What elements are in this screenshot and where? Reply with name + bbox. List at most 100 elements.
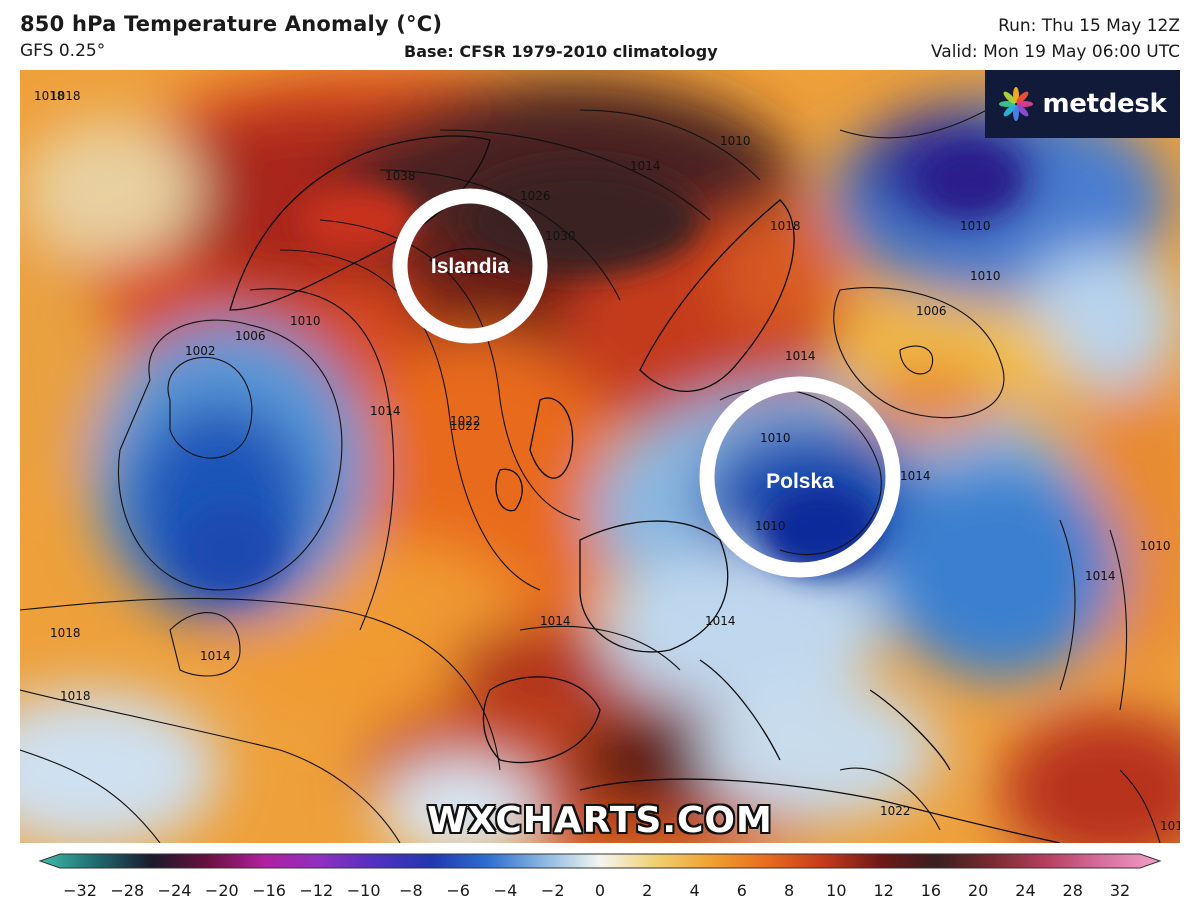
isobar-label: 1018 xyxy=(60,689,91,703)
colorbar-tick-label: −8 xyxy=(399,881,423,900)
metdesk-logo-text: metdesk xyxy=(1042,89,1167,119)
isobar-label: 1014 xyxy=(370,404,401,418)
isobar-label: 1010 xyxy=(1140,539,1171,553)
isobar-line xyxy=(1109,529,1128,711)
run-time-label: Run: Thu 15 May 12Z xyxy=(998,16,1180,36)
isobar-label: 1018 xyxy=(50,89,81,103)
colorbar-scale xyxy=(38,853,1162,869)
isobar-label: 1010 xyxy=(755,519,786,533)
isobar-label: 1026 xyxy=(520,189,551,203)
isobar-line xyxy=(20,597,501,771)
marker-polska: Polska xyxy=(699,376,901,578)
coastline xyxy=(699,659,781,761)
colorbar-tick-label: −28 xyxy=(110,881,144,900)
climatology-base-label: Base: CFSR 1979-2010 climatology xyxy=(404,42,718,61)
coastline xyxy=(639,199,795,392)
colorbar-tick-label: 2 xyxy=(642,881,652,900)
isobar-label: 1014 xyxy=(540,614,571,628)
isobar-line xyxy=(899,345,934,375)
isobar-label: 1010 xyxy=(970,269,1001,283)
isobar-label: 1006 xyxy=(916,304,947,318)
chart-header: 850 hPa Temperature Anomaly (°C) GFS 0.2… xyxy=(0,0,1200,70)
colorbar-tick-label: 16 xyxy=(921,881,941,900)
isobar-label: 1018 xyxy=(34,89,65,103)
colorbar-tick-label: 10 xyxy=(826,881,846,900)
isobar-line xyxy=(839,767,941,831)
isobar-label: 1002 xyxy=(185,344,216,358)
logo-petal xyxy=(1004,104,1017,117)
marker-islandia-ring xyxy=(392,188,548,344)
colorbar-tick-label: 6 xyxy=(737,881,747,900)
isobar-line xyxy=(20,689,401,843)
colorbar-tick-label: −10 xyxy=(347,881,381,900)
colorbar-tick-label: −6 xyxy=(446,881,470,900)
colorbar-tick-label: 0 xyxy=(595,881,605,900)
coastline xyxy=(579,778,1061,843)
isobar-line xyxy=(118,319,343,591)
isobar-label: 1014 xyxy=(705,614,736,628)
isobar-line xyxy=(1119,769,1161,843)
isobar-label: 1030 xyxy=(545,229,576,243)
marker-polska-ring xyxy=(699,376,901,578)
isobar-label: 1014 xyxy=(630,159,661,173)
isobar-line xyxy=(167,356,253,459)
coastline xyxy=(495,468,523,512)
isobar-label: 1038 xyxy=(385,169,416,183)
isobar-line xyxy=(579,109,761,181)
coastline xyxy=(579,520,729,653)
isobar-line xyxy=(279,249,541,591)
logo-petal xyxy=(1016,91,1029,104)
isobar-label: 1014 xyxy=(1085,569,1116,583)
coastline xyxy=(482,676,601,764)
colorbar-tick-label: −12 xyxy=(299,881,333,900)
isobar-label: 1018 xyxy=(770,219,801,233)
colorbar-tick-label: 28 xyxy=(1063,881,1083,900)
isobar-label: 1022 xyxy=(880,804,911,818)
coastline xyxy=(869,689,951,771)
chart-title: 850 hPa Temperature Anomaly (°C) xyxy=(20,12,443,36)
isobar-lines xyxy=(20,89,1161,843)
colorbar-tick-label: 24 xyxy=(1015,881,1035,900)
isobar-label: 1010 xyxy=(290,314,321,328)
colorbar-tick-label: 32 xyxy=(1110,881,1130,900)
metdesk-flower-icon xyxy=(999,87,1034,121)
isobar-line xyxy=(833,287,1005,419)
isobar-line xyxy=(249,288,395,631)
isobar-line xyxy=(169,612,241,677)
coastline xyxy=(529,397,574,479)
isobar-label: 1010 xyxy=(760,431,791,445)
isobar-label: 1022 xyxy=(450,419,481,433)
coastline xyxy=(229,135,491,311)
isobar-labels: 1018101810261030101410101038101810221018… xyxy=(34,89,1180,833)
isobar-label: 1006 xyxy=(235,329,266,343)
colorbar-tick-label: −2 xyxy=(541,881,565,900)
logo-petal xyxy=(1016,104,1029,117)
model-label: GFS 0.25° xyxy=(20,41,106,61)
colorbar: −32 −28 −24 −20 −16 −12 −10 −8 −6 −4 −2 0 2 4 6 8 10 12 16… xyxy=(0,850,1200,913)
colorbar-tick-label: 4 xyxy=(689,881,699,900)
isobar-line xyxy=(379,169,621,301)
colorbar-tick-label: 20 xyxy=(968,881,988,900)
coastline xyxy=(428,248,511,274)
isobar-label: 1018 xyxy=(50,626,81,640)
isobar-line xyxy=(20,749,161,843)
colorbar-tick-label: −16 xyxy=(252,881,286,900)
isobar-label: 1010 xyxy=(720,134,751,148)
colorbar-tick-label: −32 xyxy=(63,881,97,900)
coastlines xyxy=(229,135,1061,843)
isobar-label: 1010 xyxy=(1160,819,1180,833)
colorbar-tick-label: −20 xyxy=(205,881,239,900)
isobar-line xyxy=(439,129,711,221)
isobar-label: 1022 xyxy=(450,414,481,428)
marker-polska-label: Polska xyxy=(766,470,834,493)
marker-islandia-label: Islandia xyxy=(431,255,510,278)
wxcharts-watermark: WXCHARTS.COM xyxy=(427,800,773,841)
colorbar-tick-label: −4 xyxy=(494,881,518,900)
anomaly-map: Islandia Polska 1018 1018 1026 1030 1014 1010… xyxy=(20,70,1180,843)
valid-time-label: Valid: Mon 19 May 06:00 UTC xyxy=(930,42,1180,62)
marker-islandia: Islandia xyxy=(392,188,548,344)
metdesk-logo: metdesk xyxy=(985,70,1180,138)
colorbar-tick-label: 8 xyxy=(784,881,794,900)
colorbar-tick-label: −24 xyxy=(158,881,192,900)
isobar-line xyxy=(519,625,681,671)
